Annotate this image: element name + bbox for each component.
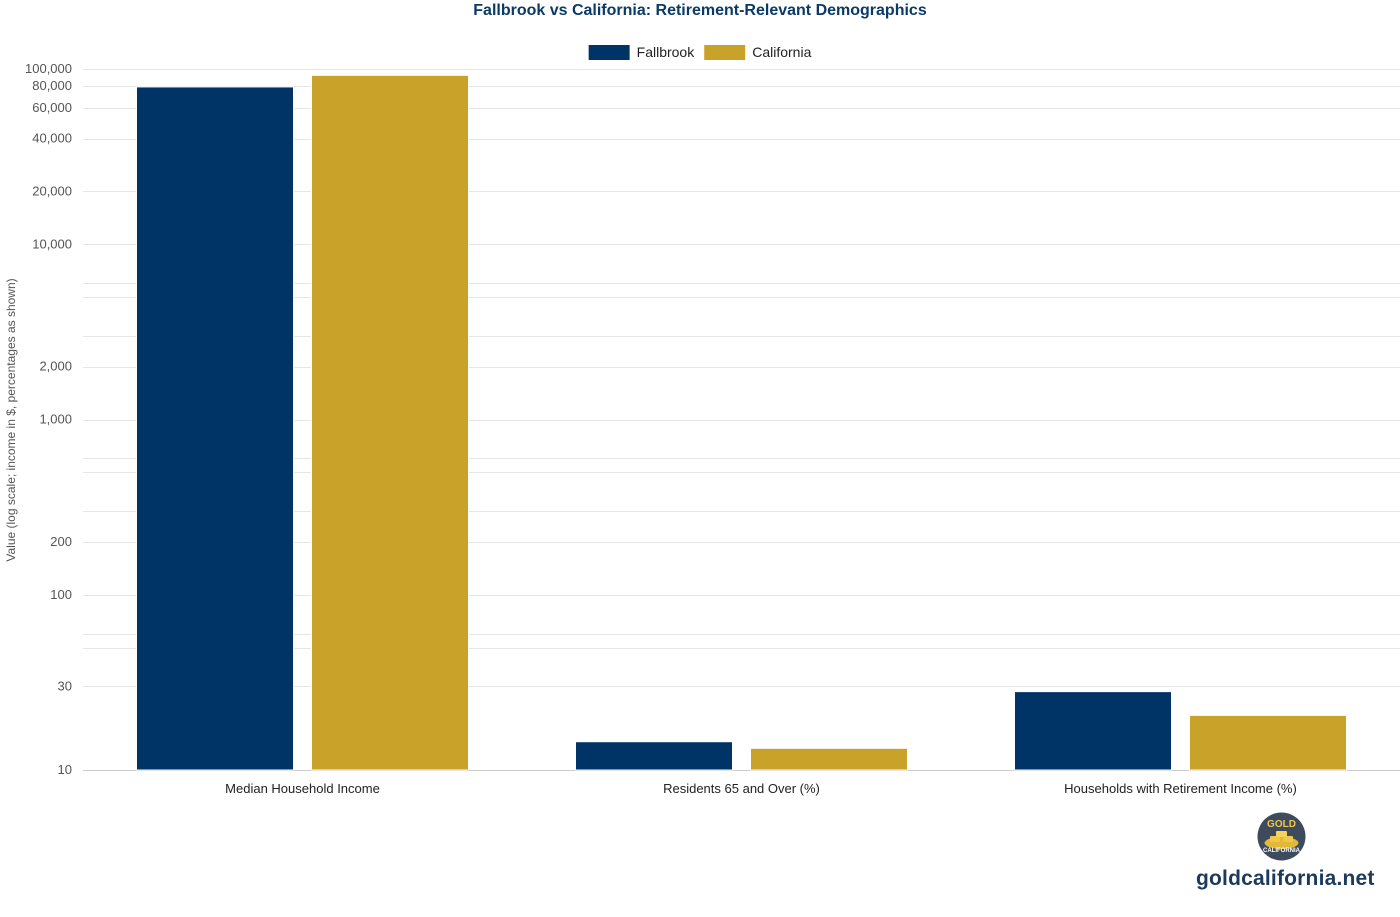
y-tick-label: 200 bbox=[50, 534, 72, 549]
x-axis-labels: Median Household Income Residents 65 and … bbox=[225, 781, 1297, 796]
bar-california-2 bbox=[750, 747, 908, 771]
legend-swatch-california[interactable] bbox=[704, 45, 746, 60]
x-category-label: Median Household Income bbox=[225, 781, 380, 796]
legend-label-fallbrook[interactable]: Fallbrook bbox=[637, 44, 696, 60]
y-tick-label: 1,000 bbox=[39, 412, 72, 427]
y-tick-label: 60,000 bbox=[32, 100, 72, 115]
chart-title: Fallbrook vs California: Retirement-Rele… bbox=[473, 2, 927, 19]
site-url[interactable]: goldcalifornia.net bbox=[1196, 867, 1375, 890]
y-axis-ticks: 10 30 100 200 1,000 2,000 10,000 20,000 40,000 60… bbox=[25, 61, 72, 777]
x-category-label: Households with Retirement Income (%) bbox=[1064, 781, 1297, 796]
svg-text:GOLD: GOLD bbox=[1267, 819, 1296, 830]
y-tick-label: 40,000 bbox=[32, 131, 72, 146]
y-tick-label: 10 bbox=[58, 762, 72, 777]
y-tick-label: 20,000 bbox=[32, 183, 72, 198]
y-tick-label: 100 bbox=[50, 587, 72, 602]
bar-california-3 bbox=[1189, 714, 1347, 771]
x-category-label: Residents 65 and Over (%) bbox=[663, 781, 820, 796]
legend-label-california[interactable]: California bbox=[752, 44, 811, 60]
bar-california-1 bbox=[311, 74, 469, 771]
legend-swatch-fallbrook[interactable] bbox=[588, 45, 630, 60]
bar-fallbrook-3 bbox=[1014, 691, 1172, 771]
legend: Fallbrook California bbox=[588, 44, 812, 60]
grid-lines bbox=[83, 69, 1400, 771]
y-tick-label: 80,000 bbox=[32, 78, 72, 93]
y-tick-label: 30 bbox=[58, 678, 72, 693]
svg-text:CALIFORNIA: CALIFORNIA bbox=[1263, 848, 1301, 854]
y-tick-label: 10,000 bbox=[32, 236, 72, 251]
y-tick-label: 100,000 bbox=[25, 61, 72, 76]
bars bbox=[136, 74, 1347, 771]
y-axis-label: Value (log scale; income in $, percentag… bbox=[4, 278, 18, 561]
gold-california-logo: GOLD CALIFORNIA bbox=[1257, 812, 1306, 861]
bar-fallbrook-1 bbox=[136, 86, 294, 771]
y-tick-label: 2,000 bbox=[39, 359, 72, 374]
bar-fallbrook-2 bbox=[575, 741, 733, 771]
